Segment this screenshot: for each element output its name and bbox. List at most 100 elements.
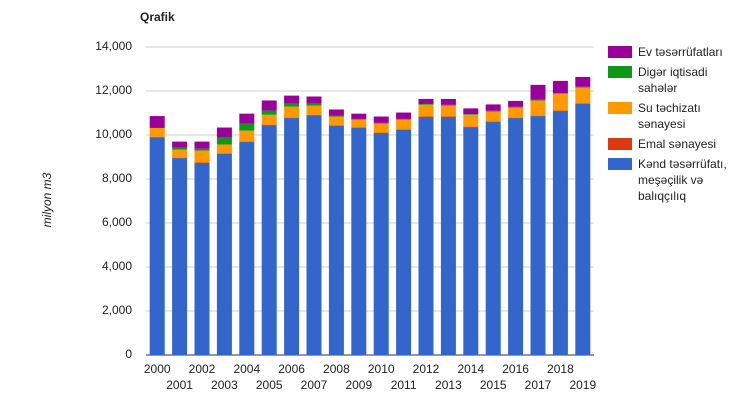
legend-swatch <box>608 138 632 150</box>
bar-segment <box>508 107 524 118</box>
bar-segment <box>261 125 277 355</box>
bar-segment <box>575 103 591 355</box>
bar-segment <box>552 80 568 93</box>
bar-segment <box>440 104 456 106</box>
bar-segment <box>149 137 165 355</box>
bar-segment <box>575 87 591 104</box>
bar-segment <box>284 95 300 104</box>
legend-item: Emal sənayesi <box>608 136 745 152</box>
bar-segment <box>261 114 277 125</box>
chart-title: Qrafik <box>140 10 175 24</box>
legend-swatch <box>608 66 632 78</box>
bar-segment <box>328 116 344 126</box>
y-tick-label: 10,000 <box>95 127 132 141</box>
bar-segment <box>508 100 524 107</box>
bar-segment <box>284 103 300 107</box>
bar-segment <box>328 109 344 116</box>
bar-segment <box>530 100 546 116</box>
bar-segment <box>552 92 568 94</box>
legend-label: Ev təsərrüfatları <box>638 45 723 59</box>
x-tick-label: 2003 <box>211 378 238 392</box>
bar-segment <box>194 141 210 149</box>
bar-segment <box>172 158 188 355</box>
bar-segment <box>418 98 434 104</box>
y-tick-label: 14,000 <box>95 39 132 53</box>
y-tick-label: 4,000 <box>102 259 132 273</box>
bar-segment <box>575 76 591 87</box>
bar-segment <box>306 96 322 104</box>
bar-segment <box>306 103 322 106</box>
legend-item: Ev təsərrüfatları <box>608 44 745 60</box>
bar-segment <box>284 118 300 355</box>
legend-label: Kənd təsərrüfatı, meşəçilik və balıqçılı… <box>638 157 727 203</box>
bar-segment <box>463 114 479 127</box>
bar-segment <box>194 148 210 151</box>
bar-segment <box>508 106 524 108</box>
x-tick-label: 2004 <box>233 362 260 376</box>
bar-segment <box>172 141 188 148</box>
x-tick-label: 2006 <box>278 362 305 376</box>
bar-segment <box>530 116 546 355</box>
bar-segment <box>351 118 367 120</box>
bar-segment <box>396 119 412 130</box>
legend-item: Digər iqtisadi sahələr <box>608 64 745 96</box>
bar-segment <box>239 130 255 142</box>
x-tick-label: 2018 <box>547 362 574 376</box>
bar-segment <box>351 119 367 128</box>
bar-segment <box>373 133 389 355</box>
bar-segment <box>485 122 501 356</box>
bar-segment <box>440 116 456 356</box>
bar-segment <box>172 149 188 158</box>
bar-segment <box>530 99 546 101</box>
legend-item: Kənd təsərrüfatı, meşəçilik və balıqçılı… <box>608 156 745 204</box>
x-tick-label: 2019 <box>569 378 596 392</box>
bar-segment <box>306 105 322 115</box>
x-tick-label: 2016 <box>502 362 529 376</box>
y-tick-label: 8,000 <box>102 171 132 185</box>
y-tick-label: 12,000 <box>95 83 132 97</box>
bar-segment <box>440 98 456 105</box>
x-tick-label: 2017 <box>525 378 552 392</box>
legend-swatch <box>608 102 632 114</box>
bar-segment <box>418 104 434 117</box>
legend-label: Digər iqtisadi sahələr <box>638 65 708 95</box>
bar-segment <box>239 113 255 124</box>
x-tick-label: 2000 <box>144 362 171 376</box>
bar-segment <box>351 127 367 356</box>
bar-segment <box>485 104 501 111</box>
bar-segment <box>351 113 367 119</box>
bar-segment <box>328 115 344 117</box>
bar-segment <box>485 110 501 112</box>
bar-segment <box>418 103 434 105</box>
x-tick-label: 2002 <box>189 362 216 376</box>
bar-segment <box>328 125 344 355</box>
bar-segment <box>575 86 591 88</box>
x-tick-label: 2005 <box>256 378 283 392</box>
x-tick-label: 2012 <box>413 362 440 376</box>
bar-segment <box>172 147 188 150</box>
bar-segment <box>194 150 210 163</box>
bar-segment <box>373 116 389 123</box>
x-tick-label: 2015 <box>480 378 507 392</box>
bar-segment <box>149 127 165 137</box>
x-tick-label: 2007 <box>301 378 328 392</box>
bar-segment <box>508 118 524 355</box>
bar-segment <box>463 114 479 115</box>
x-tick-label: 2008 <box>323 362 350 376</box>
bar-segment <box>440 105 456 117</box>
legend-swatch <box>608 158 632 170</box>
bar-segment <box>216 127 232 138</box>
bar-segment <box>149 116 165 128</box>
bar-segment <box>396 129 412 355</box>
legend-swatch <box>608 46 632 58</box>
bar-segment <box>373 123 389 133</box>
x-tick-label: 2011 <box>391 378 417 392</box>
bar-segment <box>261 100 277 111</box>
legend-label: Emal sənayesi <box>638 137 717 151</box>
x-tick-label: 2009 <box>345 378 372 392</box>
bar-segment <box>463 108 479 115</box>
x-tick-label: 2013 <box>435 378 462 392</box>
y-axis-label: milyon m3 <box>40 172 54 227</box>
